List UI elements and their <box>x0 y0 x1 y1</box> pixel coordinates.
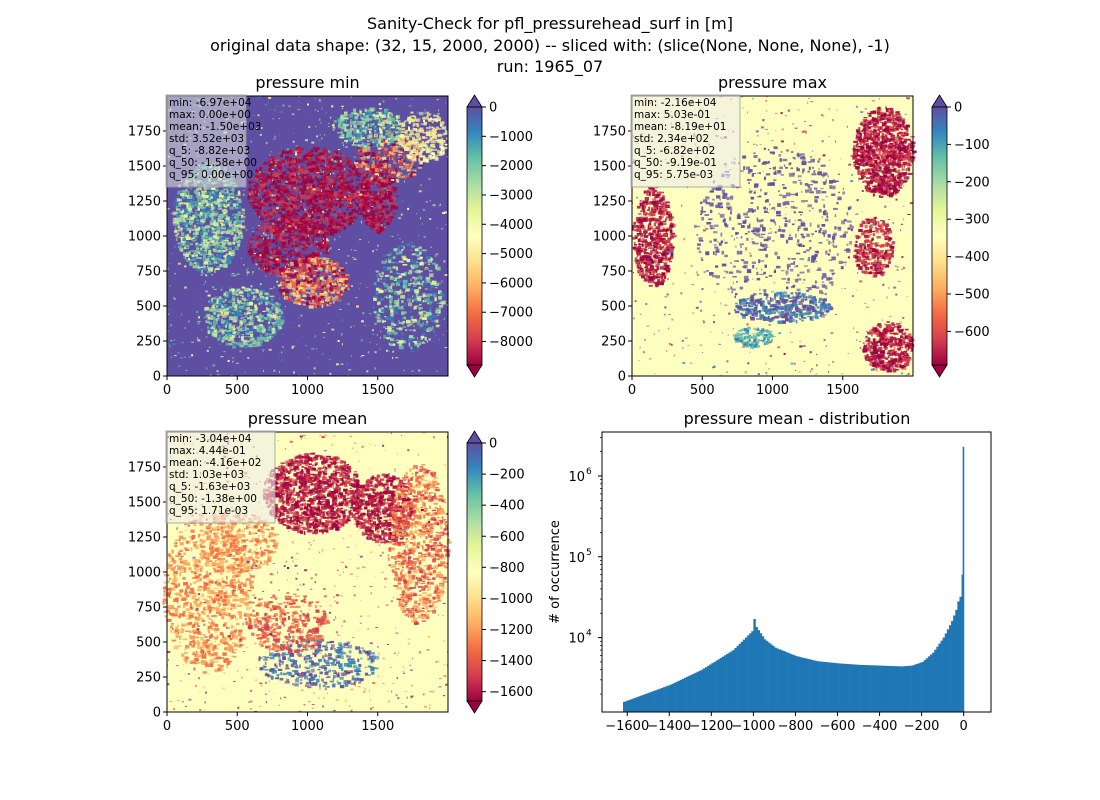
figure-title-line-2: original data shape: (32, 15, 2000, 2000… <box>210 36 890 55</box>
panel-pressure-min: pressure min 0 500 1000 1500 02505007501000… <box>128 73 533 398</box>
panel-title-min: pressure min <box>255 73 359 92</box>
figure-title-line-1: Sanity-Check for pfl_pressurehead_surf i… <box>367 14 733 34</box>
figure-title-line-3: run: 1965_07 <box>497 57 603 77</box>
